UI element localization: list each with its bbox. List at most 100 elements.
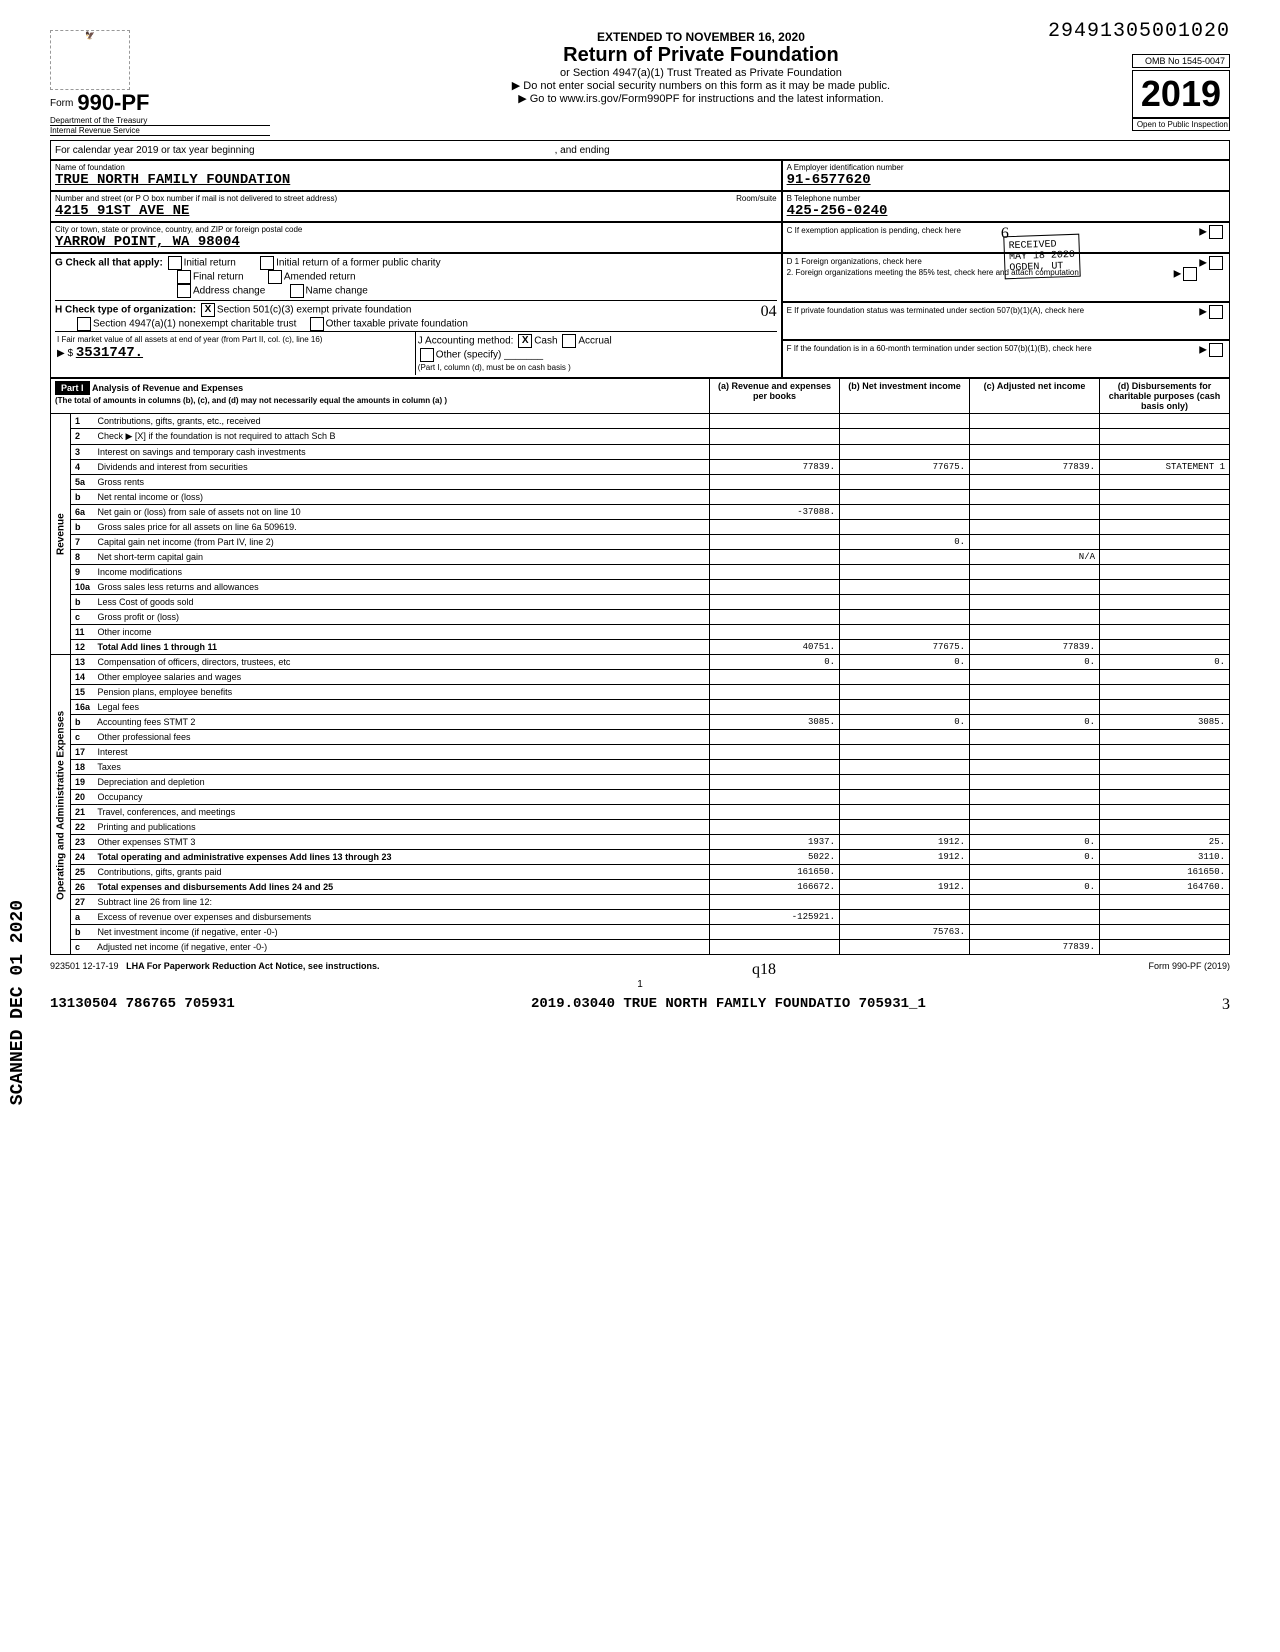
cell-d (1100, 820, 1230, 835)
cell-c (970, 700, 1100, 715)
j-accrual-checkbox[interactable] (562, 334, 576, 348)
cell-a (710, 775, 840, 790)
row-label: b Net investment income (if negative, en… (71, 925, 710, 940)
dept-line1: Department of the Treasury (50, 116, 270, 126)
row-label: 8 Net short-term capital gain (71, 550, 710, 565)
row-label: 25 Contributions, gifts, grants paid (71, 865, 710, 880)
g-final-checkbox[interactable] (177, 270, 191, 284)
row-label: a Excess of revenue over expenses and di… (71, 910, 710, 925)
g-name-checkbox[interactable] (290, 284, 304, 298)
cell-a (710, 429, 840, 445)
omb-number: OMB No 1545-0047 (1132, 54, 1230, 68)
cell-b: 0. (840, 715, 970, 730)
h-501c3-checkbox[interactable]: X (201, 303, 215, 317)
cell-c: 77839. (970, 640, 1100, 655)
cell-a: 77839. (710, 460, 840, 475)
cell-a (710, 805, 840, 820)
cell-c (970, 730, 1100, 745)
part1-title: Analysis of Revenue and Expenses (92, 383, 243, 393)
cell-b: 1912. (840, 880, 970, 895)
cell-a (710, 745, 840, 760)
cell-d (1100, 535, 1230, 550)
footer-file: 2019.03040 TRUE NORTH FAMILY FOUNDATIO 7… (531, 996, 926, 1014)
c-checkbox[interactable] (1209, 225, 1223, 239)
cell-d (1100, 685, 1230, 700)
cell-b (840, 910, 970, 925)
cell-b: 75763. (840, 925, 970, 940)
cell-c (970, 745, 1100, 760)
cell-a: 0. (710, 655, 840, 670)
phone-value: 425-256-0240 (787, 203, 1225, 219)
handwritten-3: 3 (1222, 996, 1230, 1014)
cell-b (840, 550, 970, 565)
g-initial-checkbox[interactable] (168, 256, 182, 270)
cell-c (970, 775, 1100, 790)
row-label: 2 Check ▶ [X] if the foundation is not r… (71, 429, 710, 445)
g-amended-checkbox[interactable] (268, 270, 282, 284)
cell-d (1100, 429, 1230, 445)
cell-a (710, 820, 840, 835)
h-label: H Check type of organization: (55, 305, 196, 316)
cell-a: 1937. (710, 835, 840, 850)
footer-batch: 13130504 786765 705931 (50, 996, 235, 1014)
cell-c (970, 820, 1100, 835)
g-address-checkbox[interactable] (177, 284, 191, 298)
g-label: G Check all that apply: (55, 258, 163, 269)
row-label: 10a Gross sales less returns and allowan… (71, 580, 710, 595)
cell-d (1100, 505, 1230, 520)
row-label: 22 Printing and publications (71, 820, 710, 835)
cell-b (840, 490, 970, 505)
e-checkbox[interactable] (1209, 305, 1223, 319)
i-label: I Fair market value of all assets at end… (57, 335, 322, 344)
cell-a (710, 520, 840, 535)
row-label: 14 Other employee salaries and wages (71, 670, 710, 685)
cell-d: STATEMENT 1 (1100, 460, 1230, 475)
cell-b (840, 805, 970, 820)
j-label: J Accounting method: (418, 336, 514, 347)
col-c-header: (c) Adjusted net income (970, 379, 1100, 414)
calendar-year-line: For calendar year 2019 or tax year begin… (55, 145, 255, 156)
cell-c (970, 580, 1100, 595)
cell-d (1100, 790, 1230, 805)
cell-c: 77839. (970, 460, 1100, 475)
cell-d (1100, 595, 1230, 610)
cell-d (1100, 940, 1230, 955)
d2-checkbox[interactable] (1183, 267, 1197, 281)
h-opt-0: Section 501(c)(3) exempt private foundat… (217, 305, 412, 316)
h-4947-checkbox[interactable] (77, 317, 91, 331)
d1-checkbox[interactable] (1209, 256, 1223, 270)
cell-a (710, 685, 840, 700)
cell-d (1100, 445, 1230, 460)
j-other-checkbox[interactable] (420, 348, 434, 362)
cell-b (840, 700, 970, 715)
cell-d (1100, 760, 1230, 775)
tax-year: 2019 (1132, 70, 1230, 118)
cell-a (710, 580, 840, 595)
cell-a (710, 475, 840, 490)
cell-b (840, 895, 970, 910)
g-former-checkbox[interactable] (260, 256, 274, 270)
cell-a (710, 625, 840, 640)
cell-d (1100, 565, 1230, 580)
f-checkbox[interactable] (1209, 343, 1223, 357)
cell-d (1100, 414, 1230, 429)
cell-c (970, 670, 1100, 685)
c-label: C If exemption application is pending, c… (787, 226, 961, 235)
row-label: 6a Net gain or (loss) from sale of asset… (71, 505, 710, 520)
scanned-stamp: SCANNED DEC 01 2020 (8, 900, 28, 1105)
row-label: 11 Other income (71, 625, 710, 640)
cell-a: -37088. (710, 505, 840, 520)
cell-a: 3085. (710, 715, 840, 730)
cell-a: 166672. (710, 880, 840, 895)
cell-d: 25. (1100, 835, 1230, 850)
city-state-zip: YARROW POINT, WA 98004 (55, 234, 777, 250)
revenue-label: Revenue (51, 414, 71, 655)
j-cash-checkbox[interactable]: X (518, 334, 532, 348)
cell-c: 77839. (970, 940, 1100, 955)
j-note: (Part I, column (d), must be on cash bas… (418, 363, 571, 372)
g-opt-1: Final return (193, 272, 244, 283)
cell-a (710, 790, 840, 805)
row-label: c Adjusted net income (if negative, ente… (71, 940, 710, 955)
cell-d (1100, 610, 1230, 625)
h-other-checkbox[interactable] (310, 317, 324, 331)
